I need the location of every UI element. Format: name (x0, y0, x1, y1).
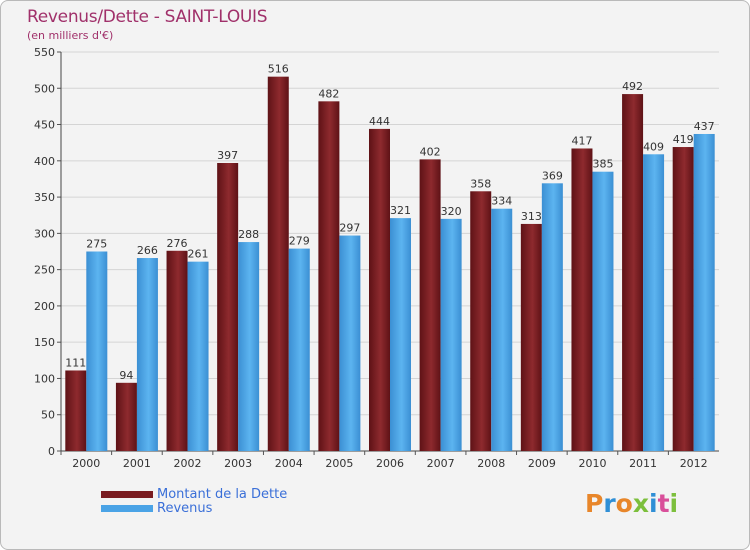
data-label: 320 (441, 205, 462, 218)
logo-letter: o (615, 489, 633, 518)
bar-revenus (440, 218, 462, 451)
data-label: 275 (86, 238, 107, 251)
y-tick-label: 150 (34, 336, 55, 349)
chart-subtitle: (en milliers d'€) (27, 29, 114, 42)
data-label: 437 (694, 120, 715, 133)
data-label: 402 (420, 145, 441, 158)
data-label: 358 (470, 177, 491, 190)
legend-swatch-dette (101, 490, 153, 498)
x-tick-label: 2006 (376, 457, 404, 470)
y-tick-label: 450 (34, 119, 55, 132)
legend-item-revenus: Revenus (101, 500, 287, 516)
data-label: 266 (137, 244, 158, 257)
logo-letter: x (632, 489, 649, 518)
bar-dette (65, 370, 87, 451)
y-tick-label: 550 (34, 46, 55, 59)
bar-revenus (390, 218, 411, 451)
bar-dette (520, 223, 542, 451)
bar-dette (166, 250, 188, 451)
data-label: 297 (339, 222, 360, 235)
x-tick-label: 2010 (578, 457, 606, 470)
bar-dette (115, 382, 137, 451)
chart-title: Revenus/Dette - SAINT-LOUIS (27, 7, 268, 27)
x-tick-label: 2002 (174, 457, 202, 470)
x-tick-label: 2000 (72, 457, 100, 470)
y-tick-label: 250 (34, 264, 55, 277)
legend-item-dette: Montant de la Dette (101, 486, 288, 502)
data-label: 261 (188, 248, 209, 261)
x-tick-label: 2012 (680, 457, 708, 470)
logo-letter: i (669, 489, 679, 518)
bar-revenus (592, 171, 614, 451)
bar-dette (217, 162, 239, 451)
x-tick-label: 2008 (477, 457, 505, 470)
x-tick-label: 2011 (629, 457, 657, 470)
legend: Montant de la Dette Revenus (101, 486, 288, 516)
data-label: 516 (268, 63, 289, 76)
data-label: 397 (217, 149, 238, 162)
x-tick-label: 2007 (427, 457, 455, 470)
bar-revenus (643, 154, 665, 451)
bar-revenus (136, 258, 158, 451)
bar-revenus (693, 133, 715, 451)
data-label: 313 (521, 210, 542, 223)
bar-dette (369, 128, 390, 451)
x-tick-label: 2001 (123, 457, 151, 470)
bar-revenus (187, 261, 209, 451)
y-tick-label: 400 (34, 155, 55, 168)
logo-letter: r (603, 489, 616, 518)
x-tick-label: 2004 (275, 457, 303, 470)
bar-revenus (491, 208, 513, 451)
bar-dette (622, 94, 644, 452)
data-label: 334 (491, 195, 512, 208)
legend-label-revenus: Revenus (157, 500, 213, 516)
bar-revenus (238, 242, 260, 451)
data-label: 385 (592, 158, 613, 171)
bar-dette (419, 159, 441, 451)
bar-dette (267, 76, 289, 451)
data-label: 111 (65, 356, 86, 369)
data-label: 279 (289, 235, 310, 248)
bar-dette (672, 147, 694, 451)
bar-revenus (339, 235, 361, 451)
y-tick-label: 500 (34, 82, 55, 95)
bar-revenus (541, 183, 563, 452)
y-tick-label: 300 (34, 227, 55, 240)
data-label: 276 (167, 237, 188, 250)
data-label: 409 (643, 140, 664, 153)
data-label: 492 (622, 80, 643, 93)
logo-letter: t (657, 489, 670, 518)
bar-dette (318, 101, 340, 452)
bar-dette (571, 148, 593, 451)
data-label: 94 (119, 369, 133, 382)
x-tick-label: 2003 (224, 457, 252, 470)
bar-revenus (288, 248, 310, 451)
data-label: 417 (571, 134, 592, 147)
y-tick-label: 200 (34, 300, 55, 313)
data-label: 444 (369, 115, 390, 128)
logo-letter: i (649, 489, 658, 518)
y-tick-label: 350 (34, 191, 55, 204)
data-label: 369 (542, 169, 563, 182)
data-label: 482 (318, 87, 339, 100)
y-tick-label: 0 (48, 445, 55, 458)
x-tick-label: 2009 (528, 457, 556, 470)
logo-letter: P (585, 489, 604, 518)
y-tick-label: 50 (41, 409, 55, 422)
data-label: 288 (238, 228, 259, 241)
data-label: 419 (673, 133, 694, 146)
bar-revenus (86, 251, 108, 451)
data-label: 321 (390, 204, 411, 217)
legend-swatch-revenus (101, 504, 153, 512)
x-tick-label: 2005 (325, 457, 353, 470)
legend-label-dette: Montant de la Dette (157, 486, 288, 502)
y-tick-label: 100 (34, 372, 55, 385)
bar-dette (470, 191, 492, 451)
proxiti-logo: Proxiti (585, 489, 678, 518)
